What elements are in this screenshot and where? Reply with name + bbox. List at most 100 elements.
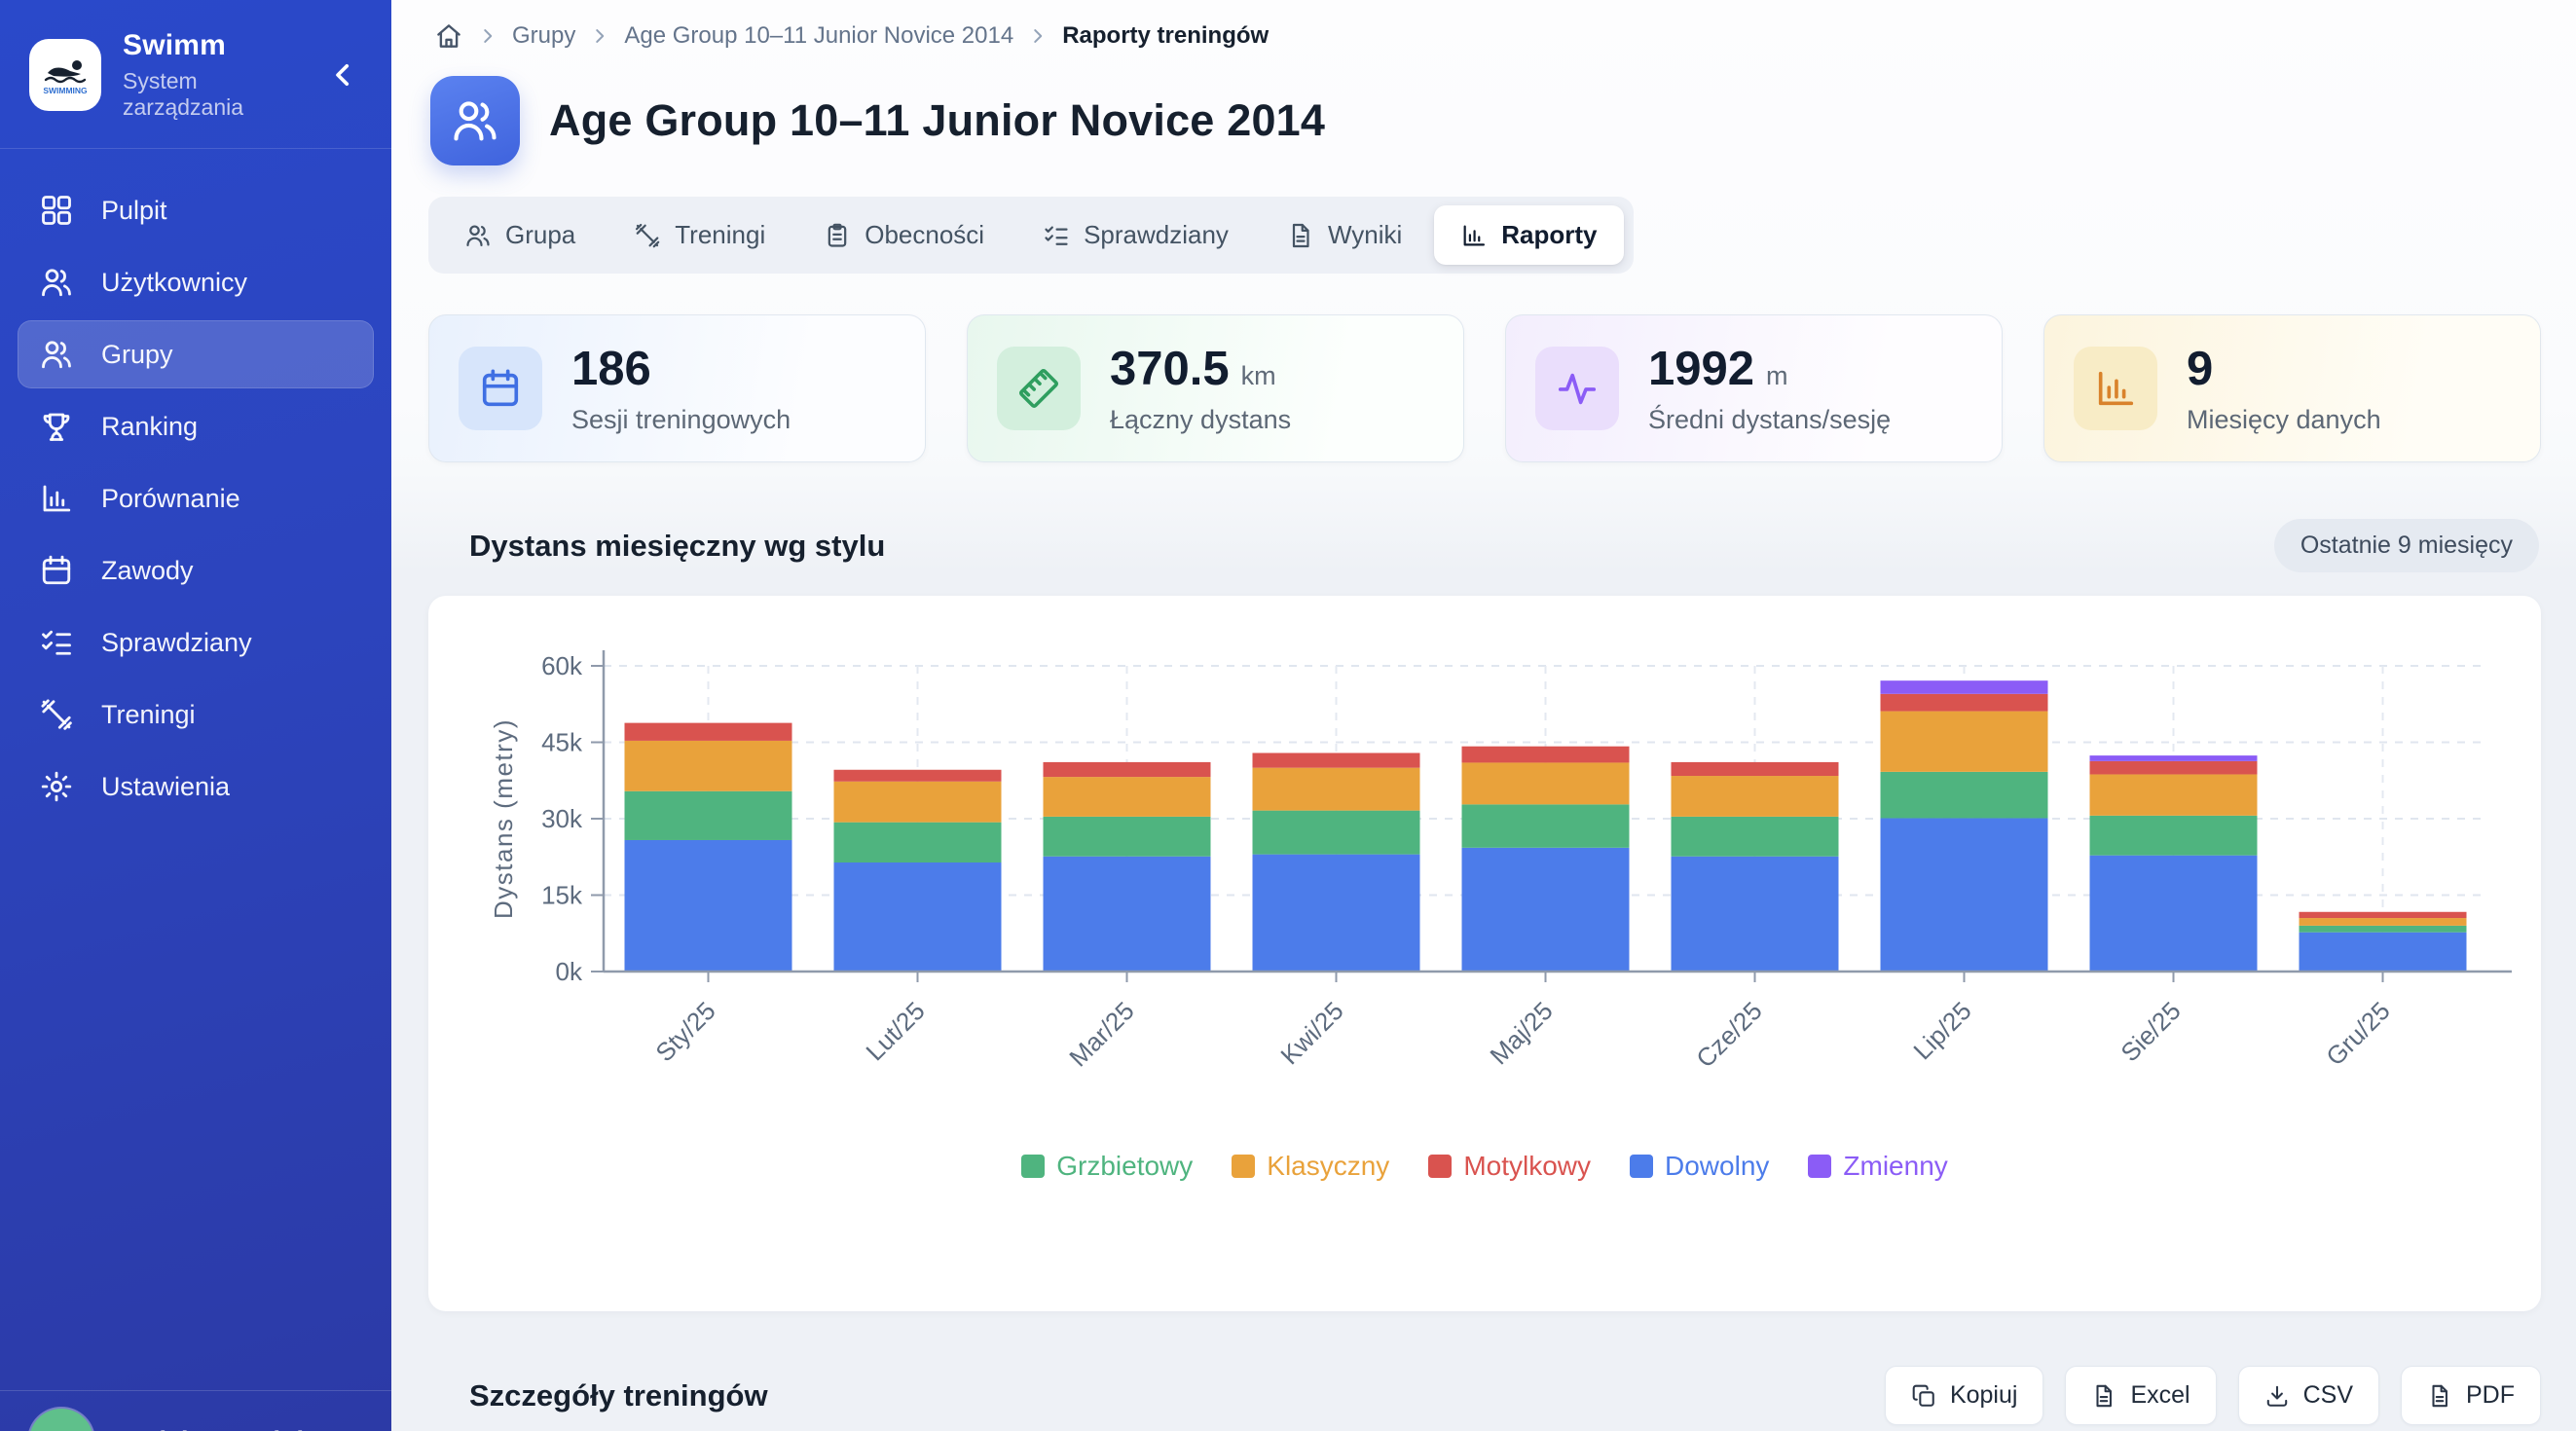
tab-label: Raporty <box>1501 220 1598 249</box>
checklist-icon <box>1043 222 1070 249</box>
clipboard-icon <box>824 222 851 249</box>
svg-text:0k: 0k <box>556 957 583 986</box>
legend-item-motylkowy[interactable]: Motylkowy <box>1428 1151 1591 1182</box>
chevron-right-icon <box>1027 25 1049 47</box>
chevron-right-icon <box>477 25 498 47</box>
legend-item-klasyczny[interactable]: Klasyczny <box>1232 1151 1389 1182</box>
gear-icon <box>39 769 74 804</box>
chart-legend: Grzbietowy Klasyczny Motylkowy Dowolny Zmien… <box>428 1151 2541 1182</box>
breadcrumb-grupy[interactable]: Grupy <box>512 22 576 49</box>
legend-label: Motylkowy <box>1463 1151 1592 1181</box>
svg-text:60k: 60k <box>541 651 583 680</box>
legend-item-zmienny[interactable]: Zmienny <box>1808 1151 1948 1182</box>
stat-card-avg-distance: 1992 m Średni dystans/sesję <box>1505 314 2003 462</box>
activity-icon <box>1535 347 1619 430</box>
calendar-icon <box>459 347 542 430</box>
copy-icon <box>1911 1383 1936 1409</box>
chart-title: Dystans miesięczny wg stylu <box>469 528 886 563</box>
users-group-icon <box>39 337 74 372</box>
csv-button[interactable]: CSV <box>2237 1366 2379 1425</box>
legend-swatch <box>1021 1155 1046 1178</box>
page-header: Age Group 10–11 Junior Novice 2014 <box>428 76 2541 165</box>
brand-subtitle: System zarządzania <box>123 68 244 120</box>
sidebar-item-porownanie[interactable]: Porównanie <box>18 464 374 532</box>
details-section-header: Szczegóły treningów Kopiuj Excel CSV PDF <box>428 1366 2541 1425</box>
sidebar-item-zawody[interactable]: Zawody <box>18 536 374 605</box>
stat-unit: km <box>1240 361 1276 390</box>
sidebar-item-label: Sprawdziany <box>101 627 252 657</box>
pdf-button[interactable]: PDF <box>2401 1366 2541 1425</box>
home-icon[interactable] <box>434 21 463 51</box>
bar-chart-icon <box>1460 222 1488 249</box>
breadcrumb-group-name[interactable]: Age Group 10–11 Junior Novice 2014 <box>624 22 1014 49</box>
legend-item-grzbietowy[interactable]: Grzbietowy <box>1021 1151 1193 1182</box>
calendar-icon <box>39 553 74 588</box>
tab-wyniki[interactable]: Wyniki <box>1261 205 1428 265</box>
club-avatar <box>29 1409 93 1431</box>
excel-button[interactable]: Excel <box>2065 1366 2217 1425</box>
chart-range-badge: Ostatnie 9 miesięcy <box>2273 519 2539 572</box>
stat-value: 1992 <box>1648 343 1755 395</box>
sidebar-item-label: Grupy <box>101 339 173 369</box>
legend-swatch <box>1808 1155 1832 1178</box>
app-logo: SWIMMING <box>29 39 101 111</box>
tab-sprawdziany[interactable]: Sprawdziany <box>1016 205 1255 265</box>
breadcrumb: Grupy Age Group 10–11 Junior Novice 2014… <box>428 16 2541 51</box>
tab-label: Obecności <box>865 220 985 249</box>
sidebar: SWIMMING Swimm System zarządzania Pulpit… <box>0 0 440 1431</box>
legend-label: Grzbietowy <box>1056 1151 1194 1181</box>
stat-card-months: 9 Miesięcy danych <box>2043 314 2541 462</box>
stat-unit: m <box>1766 361 1788 390</box>
trophy-icon <box>39 409 74 444</box>
sidebar-item-ustawienia[interactable]: Ustawienia <box>18 752 374 821</box>
tab-obecnosci[interactable]: Obecności <box>797 205 1011 265</box>
copy-button[interactable]: Kopiuj <box>1884 1366 2044 1425</box>
sidebar-item-grupy[interactable]: Grupy <box>18 320 374 388</box>
button-label: PDF <box>2466 1381 2515 1409</box>
svg-text:Mar/25: Mar/25 <box>1063 996 1139 1067</box>
tab-raporty[interactable]: Raporty <box>1434 205 1624 265</box>
stat-label: Miesięcy danych <box>2187 405 2381 434</box>
sidebar-item-uzytkownicy[interactable]: Użytkownicy <box>18 248 374 316</box>
dumbbell-icon <box>39 697 74 732</box>
dashboard-icon <box>39 193 74 228</box>
stat-value: 370.5 <box>1110 343 1230 395</box>
legend-swatch <box>1630 1155 1654 1178</box>
legend-item-dowolny[interactable]: Dowolny <box>1630 1151 1769 1182</box>
chart-section-header: Dystans miesięczny wg stylu Ostatnie 9 m… <box>428 519 2541 572</box>
bar-chart-icon <box>39 481 74 516</box>
sidebar-footer: Wojskowy Klub Sportowy <box>0 1390 440 1431</box>
tab-label: Treningi <box>675 220 766 249</box>
users-icon <box>39 265 74 300</box>
sidebar-item-pulpit[interactable]: Pulpit <box>18 176 374 244</box>
sidebar-item-label: Ranking <box>101 411 199 441</box>
stacked-bar-chart: 0k 15k 30k 45k 60k Sty/25 Lut/25 Mar/25 Kwi/25 Ma… <box>489 650 2512 1067</box>
checklist-icon <box>39 625 74 660</box>
tab-grupa[interactable]: Grupa <box>438 205 602 265</box>
sidebar-item-sprawdziany[interactable]: Sprawdziany <box>18 608 374 677</box>
tab-label: Grupa <box>505 220 576 249</box>
download-icon <box>2264 1383 2290 1409</box>
svg-text:Maj/25: Maj/25 <box>1484 996 1558 1067</box>
club-name: Wojskowy Klub Sportowy <box>119 1426 440 1431</box>
sidebar-nav: Pulpit Użytkownicy Grupy Ranking Porówna… <box>0 149 391 821</box>
button-label: Excel <box>2130 1381 2190 1409</box>
ruler-icon <box>997 347 1081 430</box>
file-pdf-icon <box>2427 1383 2452 1409</box>
svg-text:Gru/25: Gru/25 <box>2320 996 2395 1067</box>
sidebar-item-treningi[interactable]: Treningi <box>18 680 374 749</box>
sidebar-item-label: Użytkownicy <box>101 267 248 297</box>
tab-treningi[interactable]: Treningi <box>607 205 791 265</box>
export-buttons: Kopiuj Excel CSV PDF <box>1884 1366 2541 1425</box>
legend-label: Zmienny <box>1843 1151 1948 1181</box>
group-avatar-icon <box>430 76 520 165</box>
sidebar-item-ranking[interactable]: Ranking <box>18 392 374 460</box>
swimmer-logo-icon: SWIMMING <box>43 60 88 95</box>
users-icon <box>450 95 500 146</box>
file-excel-icon <box>2091 1383 2116 1409</box>
svg-text:Lut/25: Lut/25 <box>860 996 930 1066</box>
sidebar-collapse-button[interactable] <box>321 54 364 96</box>
stat-card-total-distance: 370.5 km Łączny dystans <box>967 314 1464 462</box>
details-title: Szczegóły treningów <box>469 1377 768 1413</box>
